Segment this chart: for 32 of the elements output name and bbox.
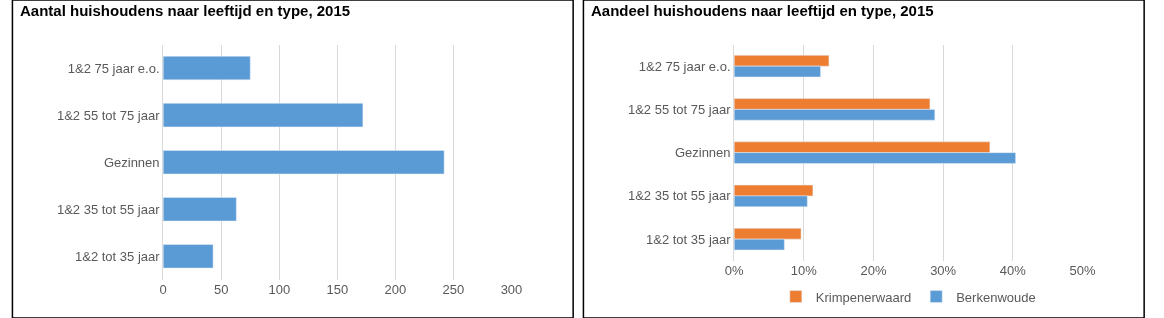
- y-tick-label: 1&2 55 tot 75 jaar: [627, 101, 732, 117]
- y-tick-label: Gezinnen: [674, 145, 731, 161]
- legend-label: Berkenwoude: [956, 289, 1036, 305]
- y-tick-label: 1&2 75 jaar e.o.: [67, 60, 160, 76]
- x-tick-label: 150: [326, 281, 349, 297]
- y-tick-label: 1&2 35 tot 55 jaar: [627, 188, 732, 204]
- x-tick-label: 300: [500, 281, 523, 297]
- x-tick-label: 0%: [724, 262, 744, 278]
- legend-label: Krimpenerwaard: [815, 289, 912, 305]
- x-tick-label: 200: [384, 281, 407, 297]
- x-tick-label: 30%: [930, 262, 957, 278]
- chart-title: Aandeel huishoudens naar leeftijd en type, 2015: [591, 2, 934, 19]
- x-tick-label: 20%: [860, 262, 887, 278]
- chart-title: Aantal huishoudens naar leeftijd en type, 2015: [20, 2, 351, 19]
- y-tick-label: Gezinnen: [103, 154, 160, 170]
- bar: [163, 150, 445, 175]
- x-tick-label: 10%: [790, 262, 818, 278]
- x-tick-label: 40%: [999, 262, 1027, 278]
- x-tick-label: 100: [268, 281, 291, 297]
- x-tick-label: 50%: [1069, 262, 1096, 278]
- x-tick-label: 50: [213, 281, 229, 297]
- y-tick-label: 1&2 55 tot 75 jaar: [56, 107, 161, 123]
- y-tick-label: 1&2 35 tot 55 jaar: [56, 201, 161, 217]
- x-tick-label: 0: [159, 281, 167, 297]
- bar: [163, 56, 251, 81]
- bar: [163, 244, 214, 269]
- y-tick-label: 1&2 tot 35 jaar: [646, 231, 732, 247]
- x-tick-label: 250: [442, 281, 465, 297]
- y-tick-label: 1&2 75 jaar e.o.: [638, 58, 731, 74]
- bar: [163, 197, 237, 222]
- y-tick-label: 1&2 tot 35 jaar: [75, 248, 161, 264]
- bar: [163, 103, 364, 128]
